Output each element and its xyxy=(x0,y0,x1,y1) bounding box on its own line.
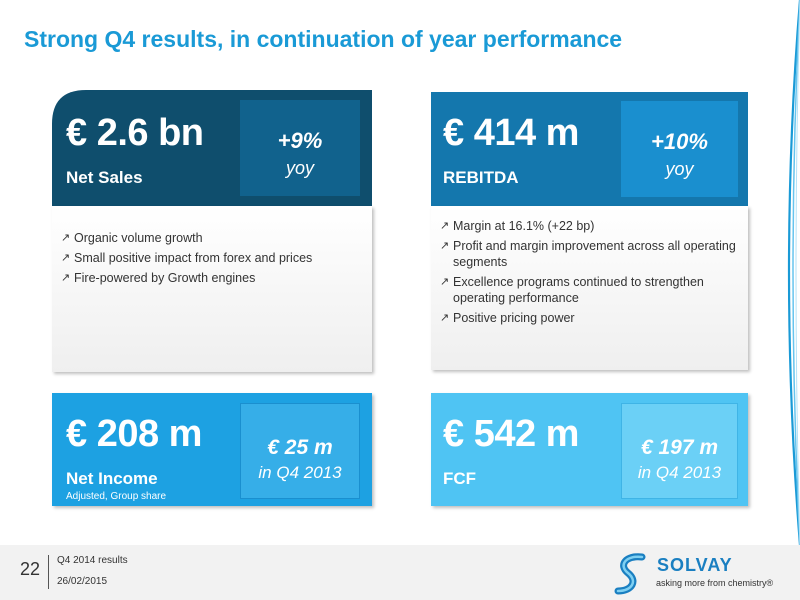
net-sales-label: Net Sales xyxy=(66,168,143,187)
footer: 22 Q4 2014 results 26/02/2015 SOLVAY ask… xyxy=(0,545,800,600)
bullet-item: ↗ Excellence programs continued to streng… xyxy=(440,275,704,305)
fcf-label: FCF xyxy=(443,469,477,488)
bullet-item: ↗ Fire-powered by Growth engines xyxy=(61,271,256,285)
solvay-logo: SOLVAY asking more from chemistry® xyxy=(612,553,792,595)
net-income-compare-badge: € 25 m in Q4 2013 xyxy=(240,403,360,499)
bullet-item: ↗ Margin at 16.1% (+22 bp) xyxy=(440,219,595,233)
rebitda-change-unit: yoy xyxy=(665,159,694,179)
arrow-up-right-icon: ↗ xyxy=(440,312,450,324)
footer-divider xyxy=(48,555,49,589)
bullet-item: ↗ Organic volume growth xyxy=(61,231,203,245)
rebitda-card: € 414 m REBITDA +10% yoy ↗ Margin at 16.1… xyxy=(431,92,748,370)
net-sales-card: € 2.6 bn Net Sales +9% yoy ↗ Organic volu… xyxy=(52,90,372,372)
net-income-compare-label: in Q4 2013 xyxy=(258,463,342,482)
net-sales-bullet-list: ↗ Organic volume growth ↗ Small positive i… xyxy=(61,230,364,290)
bullet-item: ↗ Small positive impact from forex and pr… xyxy=(61,251,313,265)
page-title: Strong Q4 results, in continuation of ye… xyxy=(24,26,623,52)
logo-wordmark: SOLVAY xyxy=(657,555,733,575)
solvay-s-icon xyxy=(614,553,646,595)
fcf-compare-badge: € 197 m in Q4 2013 xyxy=(621,403,738,499)
net-sales-bullets-panel: ↗ Organic volume growth ↗ Small positive i… xyxy=(52,206,372,372)
net-income-label: Net Income xyxy=(66,469,158,488)
bullet-item: ↗ Positive pricing power xyxy=(440,311,575,325)
net-sales-change-unit: yoy xyxy=(285,158,314,178)
net-income-card: € 208 m Net Income Adjusted, Group share… xyxy=(52,393,372,506)
fcf-card: € 542 m FCF € 197 m in Q4 2013 xyxy=(431,393,748,506)
arrow-up-right-icon: ↗ xyxy=(61,272,71,284)
net-income-note: Adjusted, Group share xyxy=(66,491,167,502)
fcf-compare-label: in Q4 2013 xyxy=(637,463,722,482)
footer-report-name: Q4 2014 results xyxy=(57,555,128,566)
arrow-up-right-icon: ↗ xyxy=(440,240,450,252)
net-income-compare-value: € 25 m xyxy=(267,436,333,459)
footer-date: 26/02/2015 xyxy=(57,576,108,587)
rebitda-change-badge: +10% yoy xyxy=(621,101,738,197)
page-number: 22 xyxy=(20,559,41,579)
fcf-compare-value: € 197 m xyxy=(640,436,719,459)
logo-tagline: asking more from chemistry® xyxy=(656,578,774,588)
fcf-value: € 542 m xyxy=(443,413,579,455)
corner-decoration xyxy=(778,0,800,545)
rebitda-value: € 414 m xyxy=(443,112,579,154)
rebitda-change: +10% xyxy=(651,129,708,154)
arrow-up-right-icon: ↗ xyxy=(61,232,71,244)
arrow-up-right-icon: ↗ xyxy=(61,252,71,264)
rebitda-label: REBITDA xyxy=(443,168,519,187)
net-sales-change: +9% xyxy=(277,128,323,153)
bullet-item: ↗ Profit and margin improvement across al… xyxy=(440,239,736,269)
net-income-value: € 208 m xyxy=(66,413,202,455)
net-sales-value: € 2.6 bn xyxy=(66,112,204,154)
net-sales-change-badge: +9% yoy xyxy=(240,100,360,196)
rebitda-bullet-list: ↗ Margin at 16.1% (+22 bp) ↗ Profit and ma… xyxy=(440,218,740,330)
rebitda-bullets-panel: ↗ Margin at 16.1% (+22 bp) ↗ Profit and ma… xyxy=(431,206,748,370)
arrow-up-right-icon: ↗ xyxy=(440,220,450,232)
arrow-up-right-icon: ↗ xyxy=(440,276,450,288)
